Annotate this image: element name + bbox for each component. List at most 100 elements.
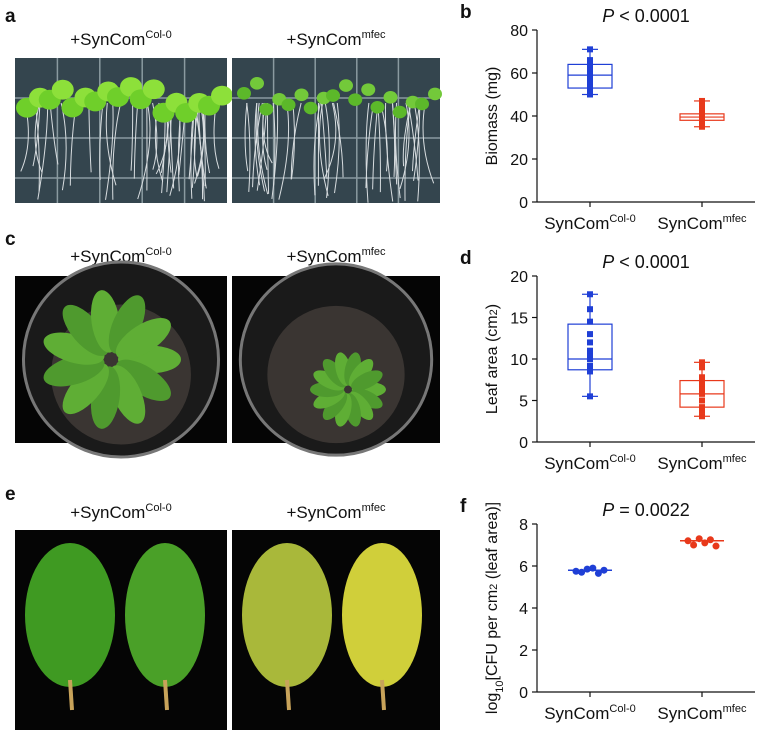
y-tick-label: 40 — [510, 109, 528, 126]
y-tick-label: 5 — [519, 394, 528, 411]
sup-label: SynCommfec — [657, 213, 747, 233]
point — [690, 542, 697, 549]
y-axis-label: log10[CFU per cm2 (leaf area)] — [484, 502, 506, 714]
leaf — [393, 106, 407, 119]
y-axis-label: Leaf area (cm2) — [484, 304, 501, 414]
label-sup: mfec — [362, 246, 386, 258]
sup-label: SynCommfec — [657, 453, 747, 473]
panel-label: c — [5, 229, 16, 250]
label-sup: Col-0 — [145, 29, 171, 41]
y-tick-label: 15 — [510, 311, 528, 328]
label-base: +SynCom — [70, 30, 145, 49]
label-base: SynCom — [544, 704, 609, 723]
point — [699, 359, 705, 365]
point — [587, 57, 593, 63]
leaf — [237, 87, 251, 100]
y-tick-label: 0 — [519, 685, 528, 702]
y-tick-label: 20 — [510, 269, 528, 286]
point — [699, 391, 705, 397]
leaf — [211, 86, 233, 106]
annotation: P = 0.0022 — [602, 500, 690, 520]
annotation: P < 0.0001 — [602, 6, 690, 26]
sup-label: +SynComCol-0 — [70, 502, 172, 522]
sup-label: SynComCol-0 — [544, 453, 636, 473]
label-sup: mfec — [362, 502, 386, 514]
leaf — [282, 99, 296, 112]
y-tick-label: 60 — [510, 66, 528, 83]
y-tick-label: 4 — [519, 601, 528, 618]
leaf — [304, 102, 318, 115]
point — [587, 348, 593, 354]
leaf — [259, 103, 273, 116]
sup-label: +SynCommfec — [286, 29, 386, 49]
annotation-italic: P — [602, 6, 614, 26]
petiole — [70, 680, 72, 710]
label-sup: Col-0 — [609, 453, 635, 465]
label-base: SynCom — [544, 454, 609, 473]
petiole — [382, 680, 384, 710]
leaf — [348, 93, 362, 106]
label-base: +SynCom — [286, 30, 361, 49]
point — [587, 319, 593, 325]
label-sup: mfec — [723, 213, 747, 225]
point — [587, 331, 593, 337]
label-base: SynCom — [657, 454, 722, 473]
leaf — [415, 98, 429, 111]
point — [587, 368, 593, 374]
annotation-italic: P — [602, 252, 614, 272]
leaf — [143, 79, 165, 99]
sup-label: SynCommfec — [657, 703, 747, 723]
label-sup: mfec — [362, 29, 386, 41]
label-sup: mfec — [723, 453, 747, 465]
point — [699, 374, 705, 380]
annotation-text: = 0.0022 — [614, 500, 690, 520]
leaf — [242, 543, 332, 687]
y-label-part: Leaf area (cm — [484, 315, 501, 414]
panel-label: e — [5, 484, 16, 505]
panel-label: f — [460, 496, 467, 517]
y-label-part: [CFU per cm — [484, 590, 501, 681]
point — [713, 543, 720, 550]
sup-label: SynComCol-0 — [544, 703, 636, 723]
y-label-part: log — [484, 693, 501, 714]
y-axis-label: Biomass (mg) — [484, 67, 501, 166]
y-tick-label: 20 — [510, 152, 528, 169]
point — [587, 393, 593, 399]
label-sup: mfec — [723, 703, 747, 715]
point — [699, 381, 705, 387]
y-label-part: 10 — [494, 681, 506, 693]
leaf — [25, 543, 115, 687]
point — [699, 98, 705, 104]
annotation-text: < 0.0001 — [614, 6, 690, 26]
annotation: P < 0.0001 — [602, 252, 690, 272]
leaf — [125, 543, 205, 687]
point — [587, 363, 593, 369]
annotation-italic: P — [602, 500, 614, 520]
label-sup: Col-0 — [145, 502, 171, 514]
point — [587, 339, 593, 345]
label-sup: Col-0 — [609, 703, 635, 715]
sup-label: +SynComCol-0 — [70, 29, 172, 49]
point — [587, 291, 593, 297]
leaf — [295, 89, 309, 102]
y-tick-label: 0 — [519, 195, 528, 212]
panel-label: b — [460, 2, 472, 23]
leaf — [428, 88, 442, 101]
leaf — [342, 543, 422, 687]
panel-label: d — [460, 248, 472, 269]
y-tick-label: 0 — [519, 435, 528, 452]
y-tick-label: 2 — [519, 643, 528, 660]
y-label-part: ) — [484, 304, 501, 309]
y-label-part: Biomass (mg) — [484, 67, 501, 166]
petiole — [287, 680, 289, 710]
leaf — [371, 101, 385, 114]
y-tick-label: 80 — [510, 23, 528, 40]
leaf — [361, 83, 375, 96]
sup-label: SynComCol-0 — [544, 213, 636, 233]
y-tick-label: 8 — [519, 517, 528, 534]
point — [699, 404, 705, 410]
leaf — [250, 77, 264, 90]
label-base: SynCom — [544, 214, 609, 233]
panel-label: a — [5, 6, 16, 27]
